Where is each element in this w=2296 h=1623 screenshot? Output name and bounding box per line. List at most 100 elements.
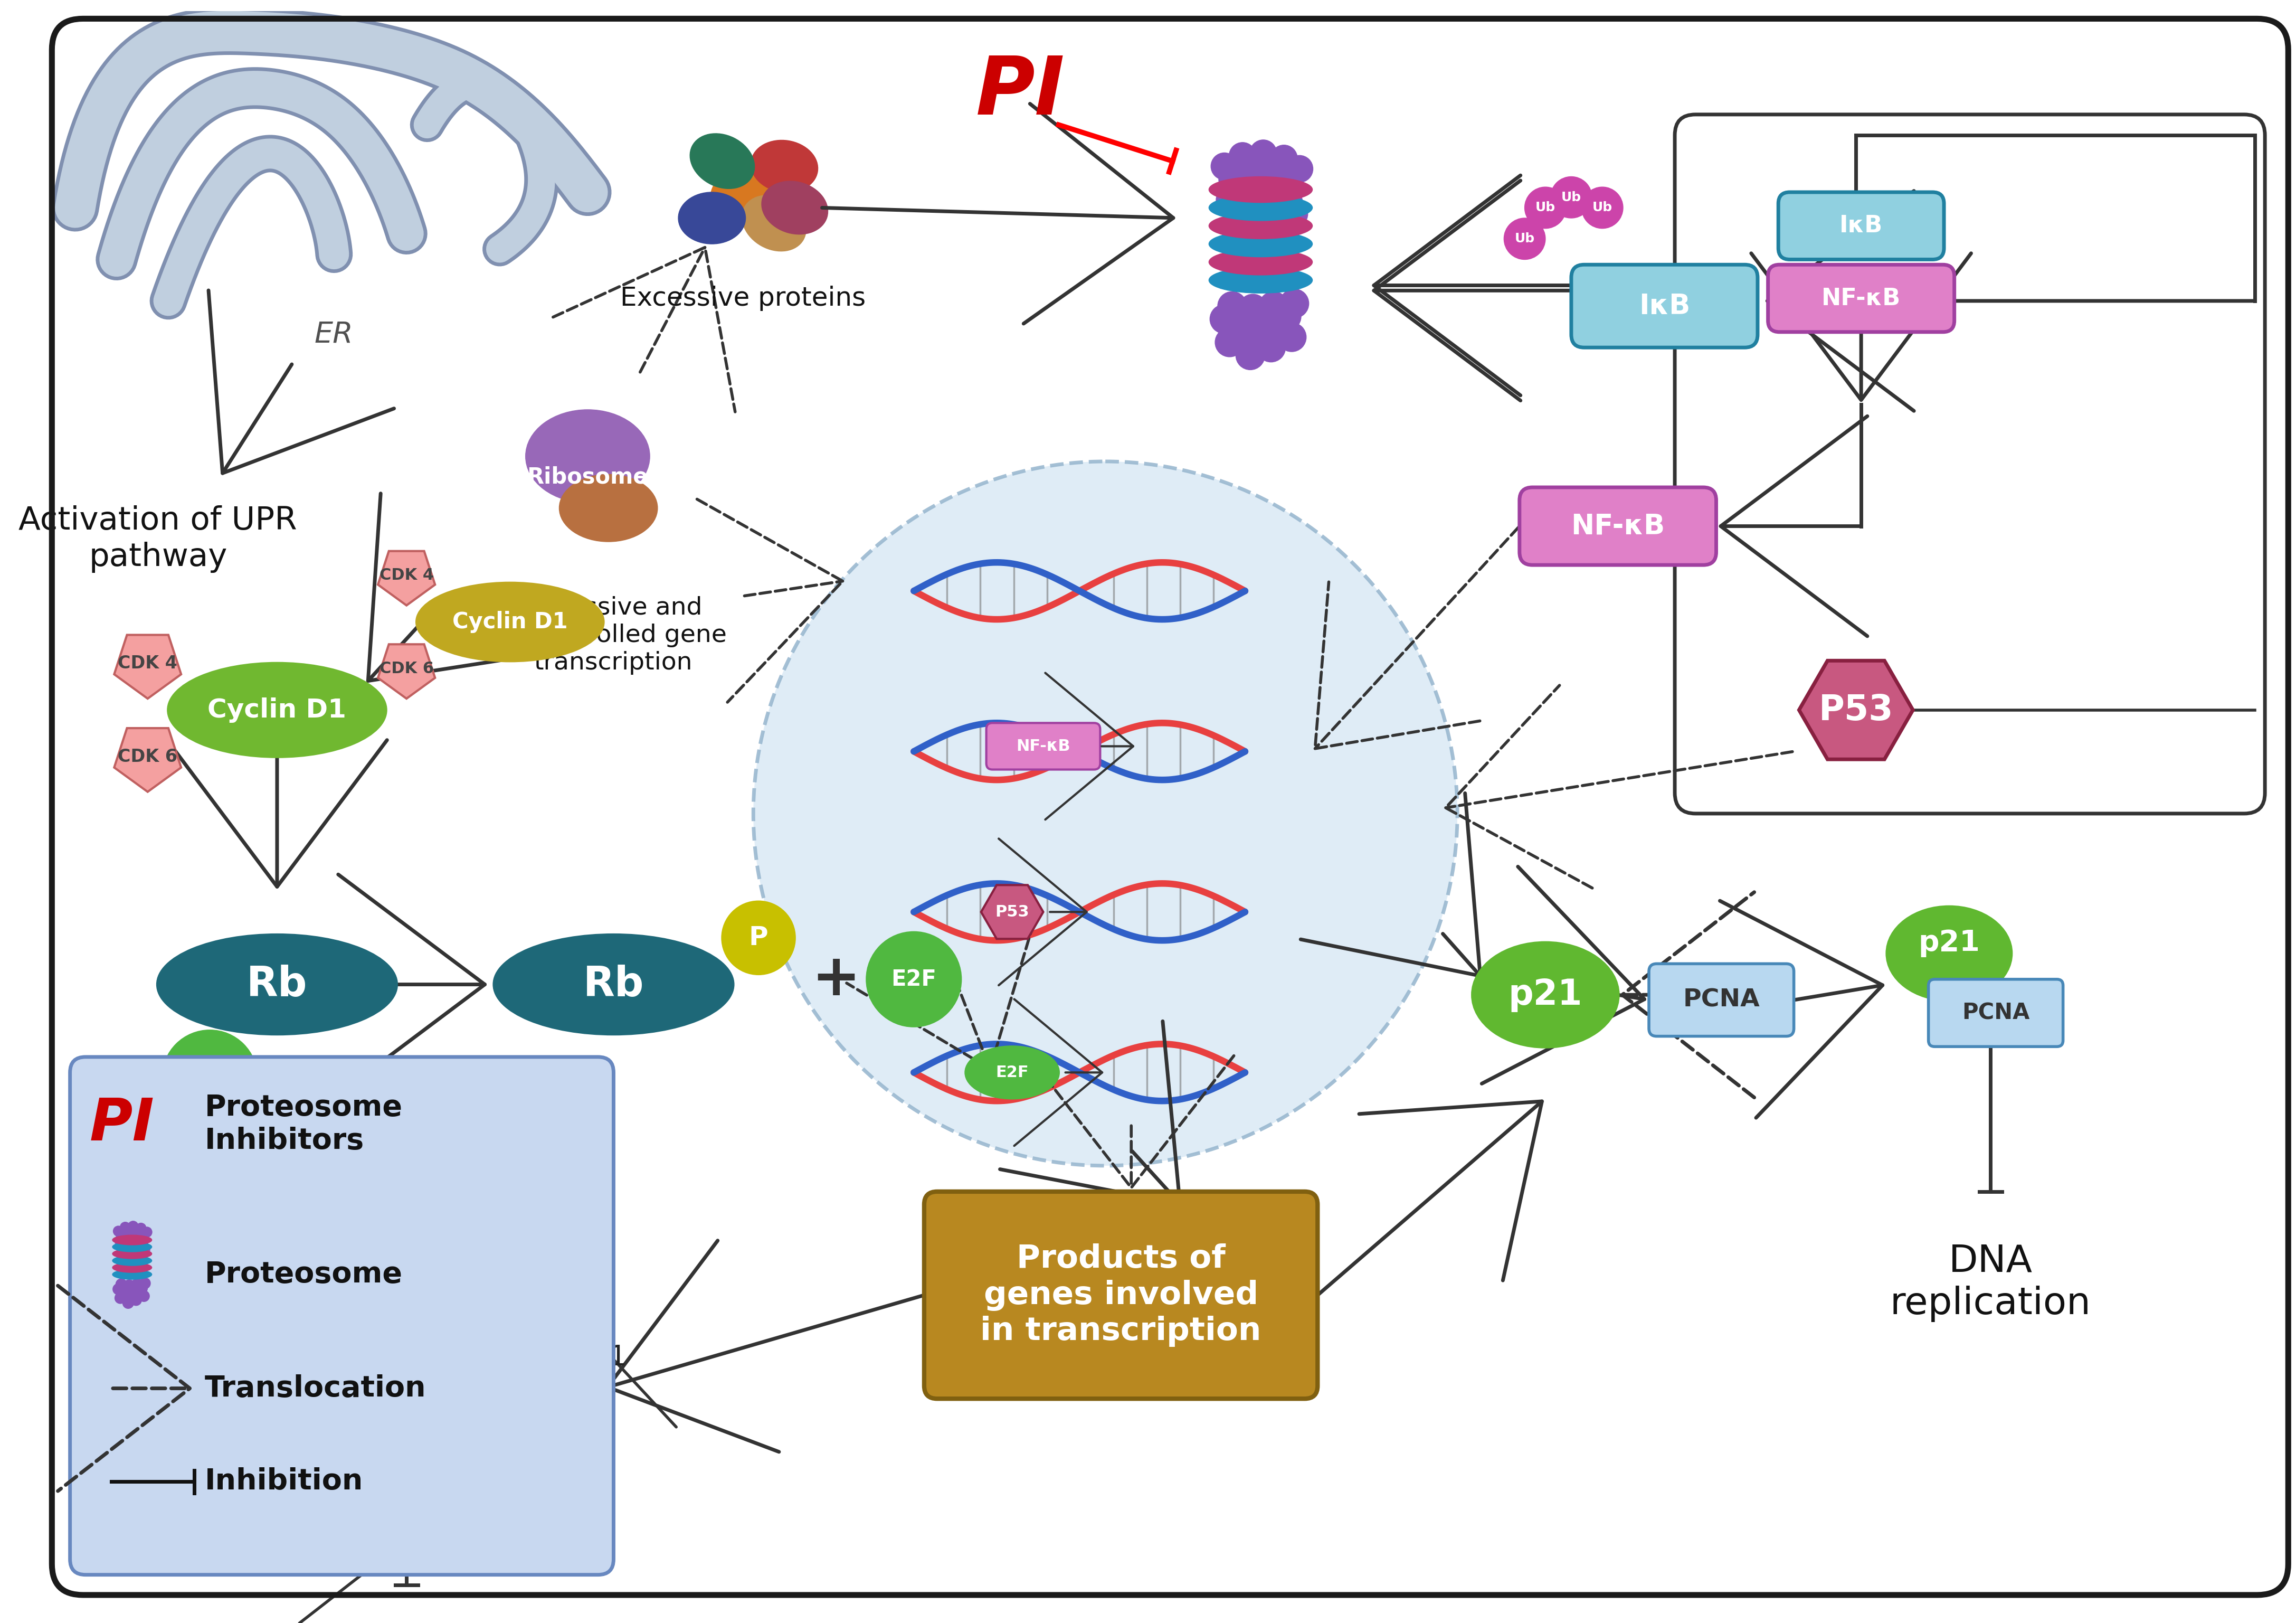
Text: E2F: E2F	[996, 1065, 1029, 1081]
Text: Ub: Ub	[1591, 201, 1612, 214]
Text: p21: p21	[1508, 977, 1582, 1013]
Circle shape	[1238, 294, 1267, 323]
Text: CDK 4: CDK 4	[379, 568, 434, 583]
Circle shape	[868, 933, 960, 1026]
Ellipse shape	[1474, 943, 1619, 1047]
Polygon shape	[1800, 661, 1913, 760]
Text: PI: PI	[90, 1096, 154, 1152]
Circle shape	[1238, 161, 1263, 188]
Ellipse shape	[1210, 230, 1313, 256]
Ellipse shape	[113, 1235, 152, 1245]
Polygon shape	[115, 635, 181, 698]
Circle shape	[140, 1277, 152, 1289]
Circle shape	[1215, 328, 1244, 357]
Circle shape	[124, 1281, 135, 1290]
Circle shape	[1242, 195, 1270, 222]
Text: Inhibition: Inhibition	[204, 1467, 363, 1496]
Circle shape	[138, 1240, 147, 1250]
Circle shape	[1217, 292, 1247, 321]
Circle shape	[1219, 166, 1247, 193]
Circle shape	[1277, 188, 1302, 216]
Circle shape	[1226, 177, 1254, 203]
FancyBboxPatch shape	[1520, 487, 1715, 565]
Text: Activation of UPR
pathway: Activation of UPR pathway	[18, 505, 296, 573]
Text: Rb: Rb	[583, 964, 645, 1005]
Text: Ub: Ub	[1515, 232, 1534, 245]
Circle shape	[122, 1297, 133, 1308]
Ellipse shape	[689, 135, 755, 187]
Ellipse shape	[113, 1248, 152, 1259]
Text: +: +	[810, 951, 861, 1008]
Circle shape	[115, 1279, 126, 1290]
Circle shape	[113, 1284, 124, 1295]
Circle shape	[1256, 187, 1281, 213]
FancyBboxPatch shape	[1929, 979, 2064, 1047]
Circle shape	[126, 1290, 138, 1300]
Circle shape	[241, 1191, 572, 1522]
Text: Products of
genes involved
in transcription: Products of genes involved in transcript…	[980, 1243, 1261, 1347]
Circle shape	[163, 1031, 257, 1125]
Circle shape	[1277, 323, 1306, 352]
Circle shape	[1231, 305, 1261, 334]
Text: IκB: IκB	[1839, 214, 1883, 237]
Circle shape	[135, 1287, 145, 1298]
Circle shape	[723, 902, 794, 974]
Circle shape	[1256, 333, 1286, 362]
Text: p21: p21	[1919, 928, 1979, 958]
Text: IκB: IκB	[1639, 292, 1690, 320]
Circle shape	[135, 1224, 147, 1233]
Circle shape	[1228, 143, 1256, 169]
Circle shape	[129, 1220, 138, 1232]
Circle shape	[1249, 140, 1277, 167]
Text: P53: P53	[1818, 693, 1894, 727]
Circle shape	[1247, 174, 1274, 201]
Text: Proteosome: Proteosome	[204, 1259, 402, 1289]
Circle shape	[1550, 177, 1591, 217]
Circle shape	[131, 1279, 142, 1290]
Circle shape	[142, 1227, 152, 1237]
Text: Excessive and
uncontrolled gene
transcription: Excessive and uncontrolled gene transcri…	[501, 596, 728, 675]
Circle shape	[1247, 320, 1274, 349]
FancyBboxPatch shape	[987, 722, 1100, 769]
Ellipse shape	[1210, 177, 1313, 203]
Circle shape	[119, 1235, 129, 1245]
Polygon shape	[379, 644, 434, 698]
Polygon shape	[980, 885, 1042, 938]
FancyBboxPatch shape	[1570, 265, 1759, 347]
Circle shape	[117, 1230, 126, 1242]
Ellipse shape	[113, 1269, 152, 1279]
Circle shape	[117, 1243, 129, 1253]
Circle shape	[131, 1238, 140, 1250]
Circle shape	[1235, 185, 1261, 213]
Circle shape	[115, 1292, 126, 1303]
Ellipse shape	[1210, 268, 1313, 294]
Circle shape	[1217, 187, 1242, 213]
FancyBboxPatch shape	[925, 1191, 1318, 1399]
Circle shape	[113, 1225, 124, 1237]
Text: CDK 6: CDK 6	[117, 748, 177, 766]
Polygon shape	[379, 552, 434, 605]
Circle shape	[1210, 305, 1240, 334]
Text: Rb: Rb	[246, 964, 308, 1005]
Circle shape	[1504, 217, 1545, 260]
Circle shape	[122, 1284, 131, 1295]
Text: Cyclin D1: Cyclin D1	[452, 610, 567, 633]
Circle shape	[753, 461, 1458, 1165]
Ellipse shape	[739, 198, 808, 250]
Text: PCNA: PCNA	[1683, 988, 1759, 1011]
Circle shape	[1251, 307, 1281, 336]
Circle shape	[1582, 187, 1623, 229]
Text: PCNA: PCNA	[1961, 1001, 2030, 1024]
Text: NF-κB: NF-κB	[1017, 738, 1070, 755]
Polygon shape	[115, 729, 181, 792]
Circle shape	[119, 1287, 131, 1298]
FancyBboxPatch shape	[1649, 964, 1793, 1035]
Circle shape	[119, 1222, 131, 1232]
Circle shape	[1525, 187, 1566, 229]
Ellipse shape	[560, 474, 657, 542]
Circle shape	[1272, 302, 1302, 331]
FancyBboxPatch shape	[1779, 192, 1945, 260]
Text: CDK 6: CDK 6	[379, 661, 434, 677]
Text: G1: G1	[588, 1344, 627, 1371]
Text: E2F: E2F	[186, 1066, 232, 1089]
